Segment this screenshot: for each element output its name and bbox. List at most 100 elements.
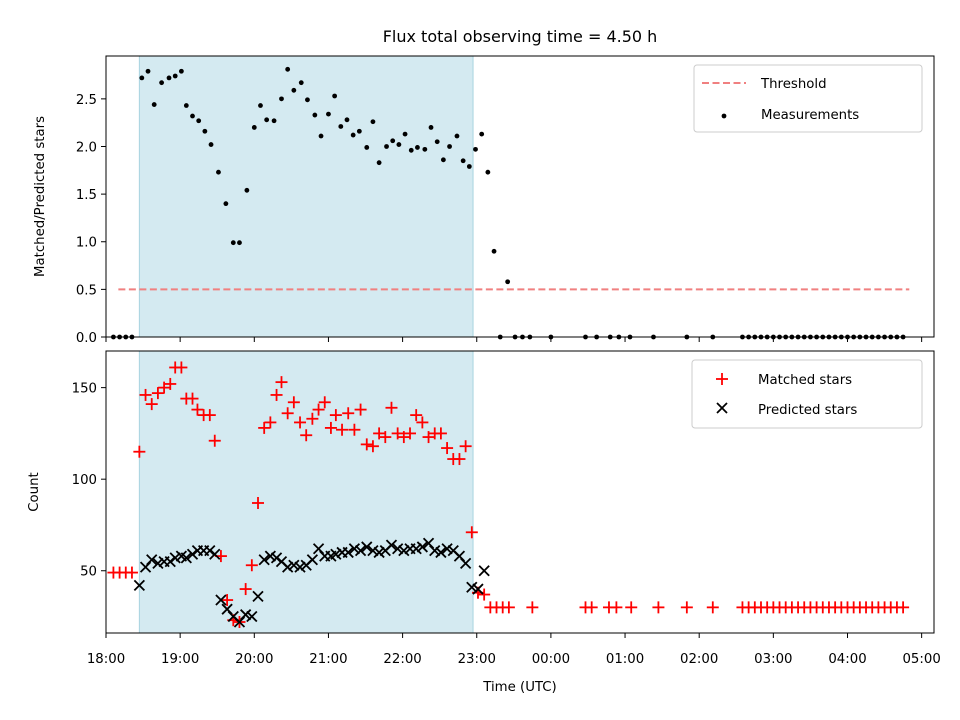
x-tick-label: 20:00	[235, 652, 273, 667]
panel-count-axis-ticks: 50 100 150	[72, 382, 106, 580]
predicted-star-point	[416, 541, 429, 553]
measurement-point	[159, 80, 165, 86]
x-tick-label: 00:00	[532, 652, 570, 667]
y-tick-label: 0.0	[76, 331, 97, 346]
matched-star-point	[158, 381, 171, 394]
measurement-point	[216, 169, 221, 175]
panel-ratio-axis-ticks: 0.0 0.5 1.0 1.5 2.0 2.5	[76, 93, 106, 346]
measurement-point	[244, 187, 250, 193]
x-axis-label: Time (UTC)	[482, 680, 557, 695]
panel-count-marks	[107, 361, 910, 629]
matched-star-point	[441, 442, 454, 455]
x-tick-label: 21:00	[309, 652, 347, 667]
measurement-point	[460, 158, 466, 164]
matched-star-point	[191, 403, 204, 416]
matched-star-point	[416, 416, 429, 429]
matched-star-point	[502, 601, 515, 614]
matched-star-point	[897, 601, 910, 614]
matched-star-point	[329, 409, 342, 422]
matched-star-point	[465, 526, 478, 539]
measurement-point	[271, 118, 277, 124]
predicted-star-point	[252, 590, 264, 603]
predicted-star-point	[410, 543, 422, 555]
legend-top-box	[693, 64, 923, 133]
measurement-point	[151, 102, 157, 107]
x-tick-label: 03:00	[754, 652, 792, 667]
observing-window-bottom	[138, 350, 474, 634]
predicted-star-point	[330, 548, 342, 560]
measurement-point	[291, 87, 297, 93]
measurement-point	[264, 117, 270, 123]
matched-star-point	[391, 427, 404, 440]
matched-star-point	[478, 588, 491, 601]
matched-star-point	[625, 601, 638, 614]
legend-bottom: Matched stars Predicted stars	[691, 359, 923, 429]
matched-star-point	[208, 434, 221, 447]
y-tick-label: 150	[72, 382, 97, 397]
x-tick-label: 23:00	[458, 652, 496, 667]
legend-matched-label: Matched stars	[758, 373, 852, 388]
matched-star-point	[287, 396, 300, 409]
x-tick-label: 05:00	[902, 652, 940, 667]
matched-star-point	[422, 431, 435, 444]
predicted-star-point	[186, 548, 199, 560]
matched-star-point	[366, 440, 379, 453]
predicted-star-point	[429, 544, 441, 557]
legend-measurements-swatch	[721, 113, 727, 119]
predicted-star-point	[180, 552, 192, 564]
predicted-star-point	[246, 610, 258, 623]
matched-star-point	[526, 601, 539, 614]
panel-ratio: 0.0 0.5 1.0 1.5 2.0 2.5 Matched/Predicted sta…	[33, 55, 935, 346]
matched-star-point	[610, 601, 623, 614]
matched-star-point	[139, 388, 152, 401]
measurement-point	[350, 132, 356, 138]
predicted-star-point	[204, 544, 216, 557]
predicted-star-point	[478, 565, 490, 577]
measurement-point	[434, 139, 440, 145]
predicted-star-point	[209, 548, 221, 560]
legend-predicted-swatch	[716, 402, 728, 414]
x-tick-label: 02:00	[680, 652, 718, 667]
measurement-point	[196, 118, 202, 124]
matched-star-point	[300, 429, 313, 442]
predicted-star-point	[348, 543, 361, 555]
predicted-star-point	[306, 554, 319, 566]
measurement-point	[364, 145, 370, 150]
measurement-point	[318, 133, 324, 139]
matched-star-point	[164, 377, 177, 390]
panel-ratio-marks	[111, 66, 910, 340]
matched-star-point	[312, 403, 325, 416]
predicted-star-point	[354, 544, 367, 557]
matched-star-point	[385, 401, 398, 414]
measurement-point	[166, 75, 172, 81]
measurement-point	[202, 128, 208, 134]
matched-star-point	[151, 387, 164, 400]
matched-star-point	[221, 594, 234, 607]
panel-count: 50 100 150 Count Matched stars Predicted s…	[27, 350, 935, 634]
matched-star-point	[186, 392, 199, 405]
predicted-star-point	[294, 561, 306, 573]
matched-star-point	[379, 431, 392, 444]
measurement-point	[230, 240, 236, 246]
predicted-star-point	[385, 539, 398, 551]
matched-star-point	[306, 412, 319, 425]
y-axis-label-ratio: Matched/Predicted stars	[33, 116, 48, 277]
measurement-point	[208, 142, 214, 147]
matched-star-point	[133, 445, 146, 458]
measurement-point	[384, 144, 389, 149]
predicted-star-point	[152, 557, 164, 570]
y-tick-label: 1.5	[76, 188, 97, 203]
measurement-point	[298, 80, 304, 86]
predicted-star-point	[459, 557, 472, 570]
matched-star-point	[373, 427, 386, 440]
measurement-point	[190, 113, 195, 119]
measurement-point	[145, 68, 151, 74]
predicted-star-point	[361, 541, 373, 553]
predicted-star-point	[164, 555, 176, 568]
measurement-point	[447, 144, 452, 149]
predicted-star-point	[270, 552, 283, 564]
measurement-point	[422, 146, 428, 152]
measurement-point	[408, 147, 414, 153]
matched-star-point	[203, 409, 216, 422]
